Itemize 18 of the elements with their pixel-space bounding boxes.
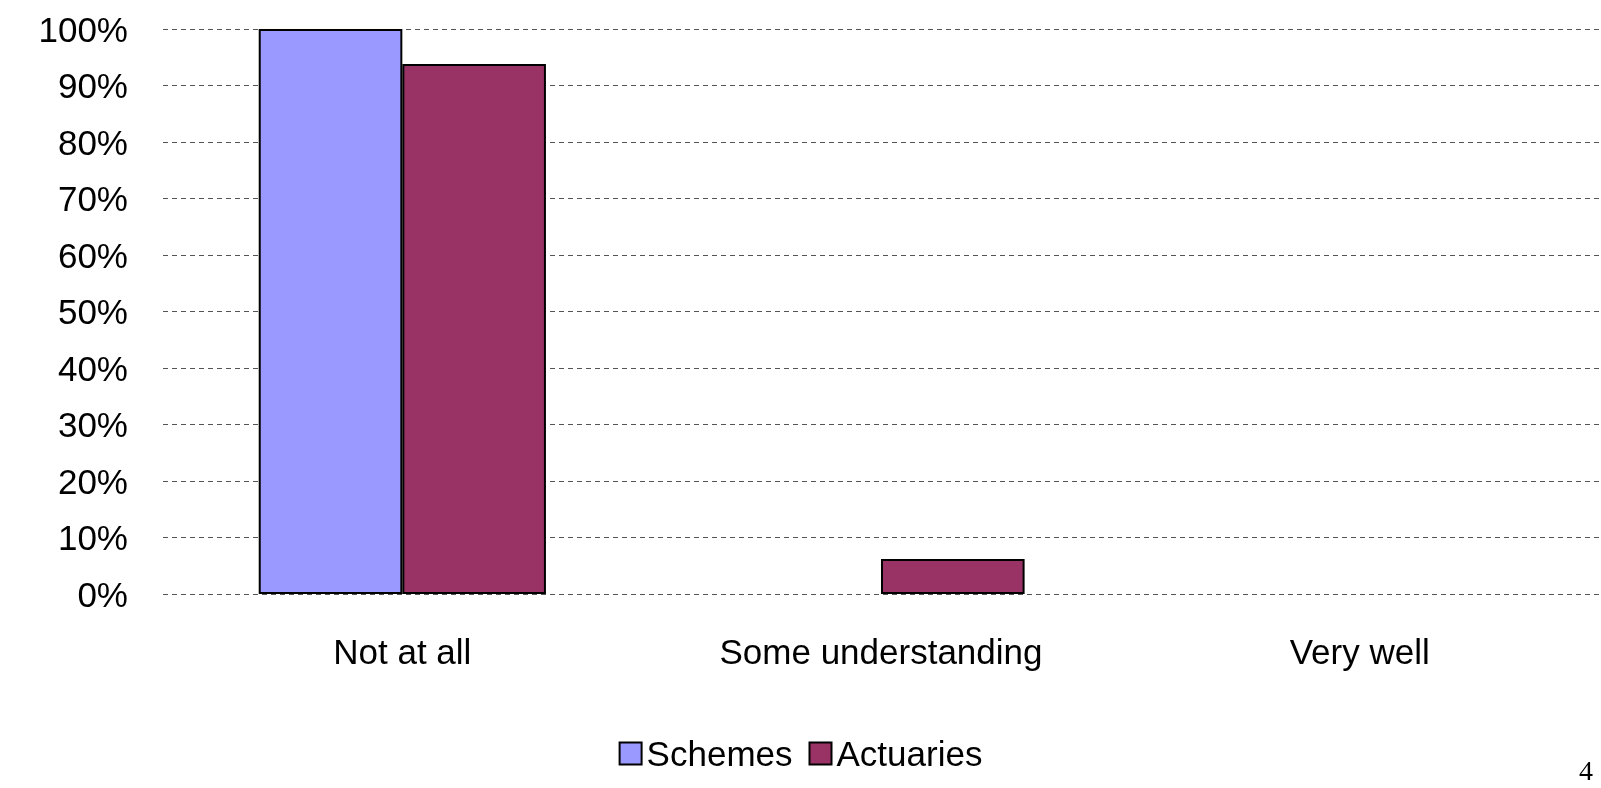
y-tick-label: 40%	[57, 348, 128, 388]
bar	[881, 558, 1025, 594]
y-tick-label: 60%	[57, 235, 128, 275]
y-tick-label: 70%	[57, 179, 128, 218]
y-tick-label: 90%	[57, 66, 128, 105]
y-tick-label: 10%	[57, 518, 128, 557]
x-tick-label: Not at all	[333, 632, 472, 671]
y-tick-label: 80%	[57, 122, 128, 162]
y-tick-label: 0%	[77, 574, 128, 614]
text: 4	[1579, 754, 1593, 786]
y-tick-label: 50%	[57, 292, 128, 331]
y-tick-label: 30%	[57, 405, 128, 444]
legend-label: Schemes	[646, 734, 793, 773]
y-tick-label: 20%	[57, 461, 128, 501]
y-tick-label: 100%	[38, 9, 128, 49]
x-tick-label: Some understanding	[719, 632, 1043, 671]
x-tick-label: Very well	[1289, 632, 1430, 671]
legend-label: Actuaries	[836, 734, 983, 773]
